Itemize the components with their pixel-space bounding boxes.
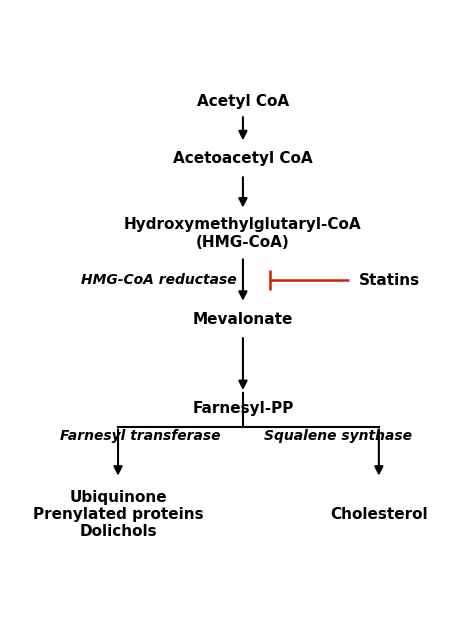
Text: Farnesyl transferase: Farnesyl transferase [60,429,220,443]
Text: Acetyl CoA: Acetyl CoA [197,94,289,109]
Text: Farnesyl-PP: Farnesyl-PP [192,401,293,416]
Text: Cholesterol: Cholesterol [330,507,428,522]
Text: Hydroxymethylglutaryl-CoA
(HMG-CoA): Hydroxymethylglutaryl-CoA (HMG-CoA) [124,217,362,250]
Text: Ubiquinone
Prenylated proteins
Dolichols: Ubiquinone Prenylated proteins Dolichols [33,490,203,539]
Text: Mevalonate: Mevalonate [193,313,293,328]
Text: Acetoacetyl CoA: Acetoacetyl CoA [173,152,313,167]
Text: Squalene synthase: Squalene synthase [264,429,412,443]
Text: Statins: Statins [359,273,420,288]
Text: HMG-CoA reductase: HMG-CoA reductase [82,273,237,287]
